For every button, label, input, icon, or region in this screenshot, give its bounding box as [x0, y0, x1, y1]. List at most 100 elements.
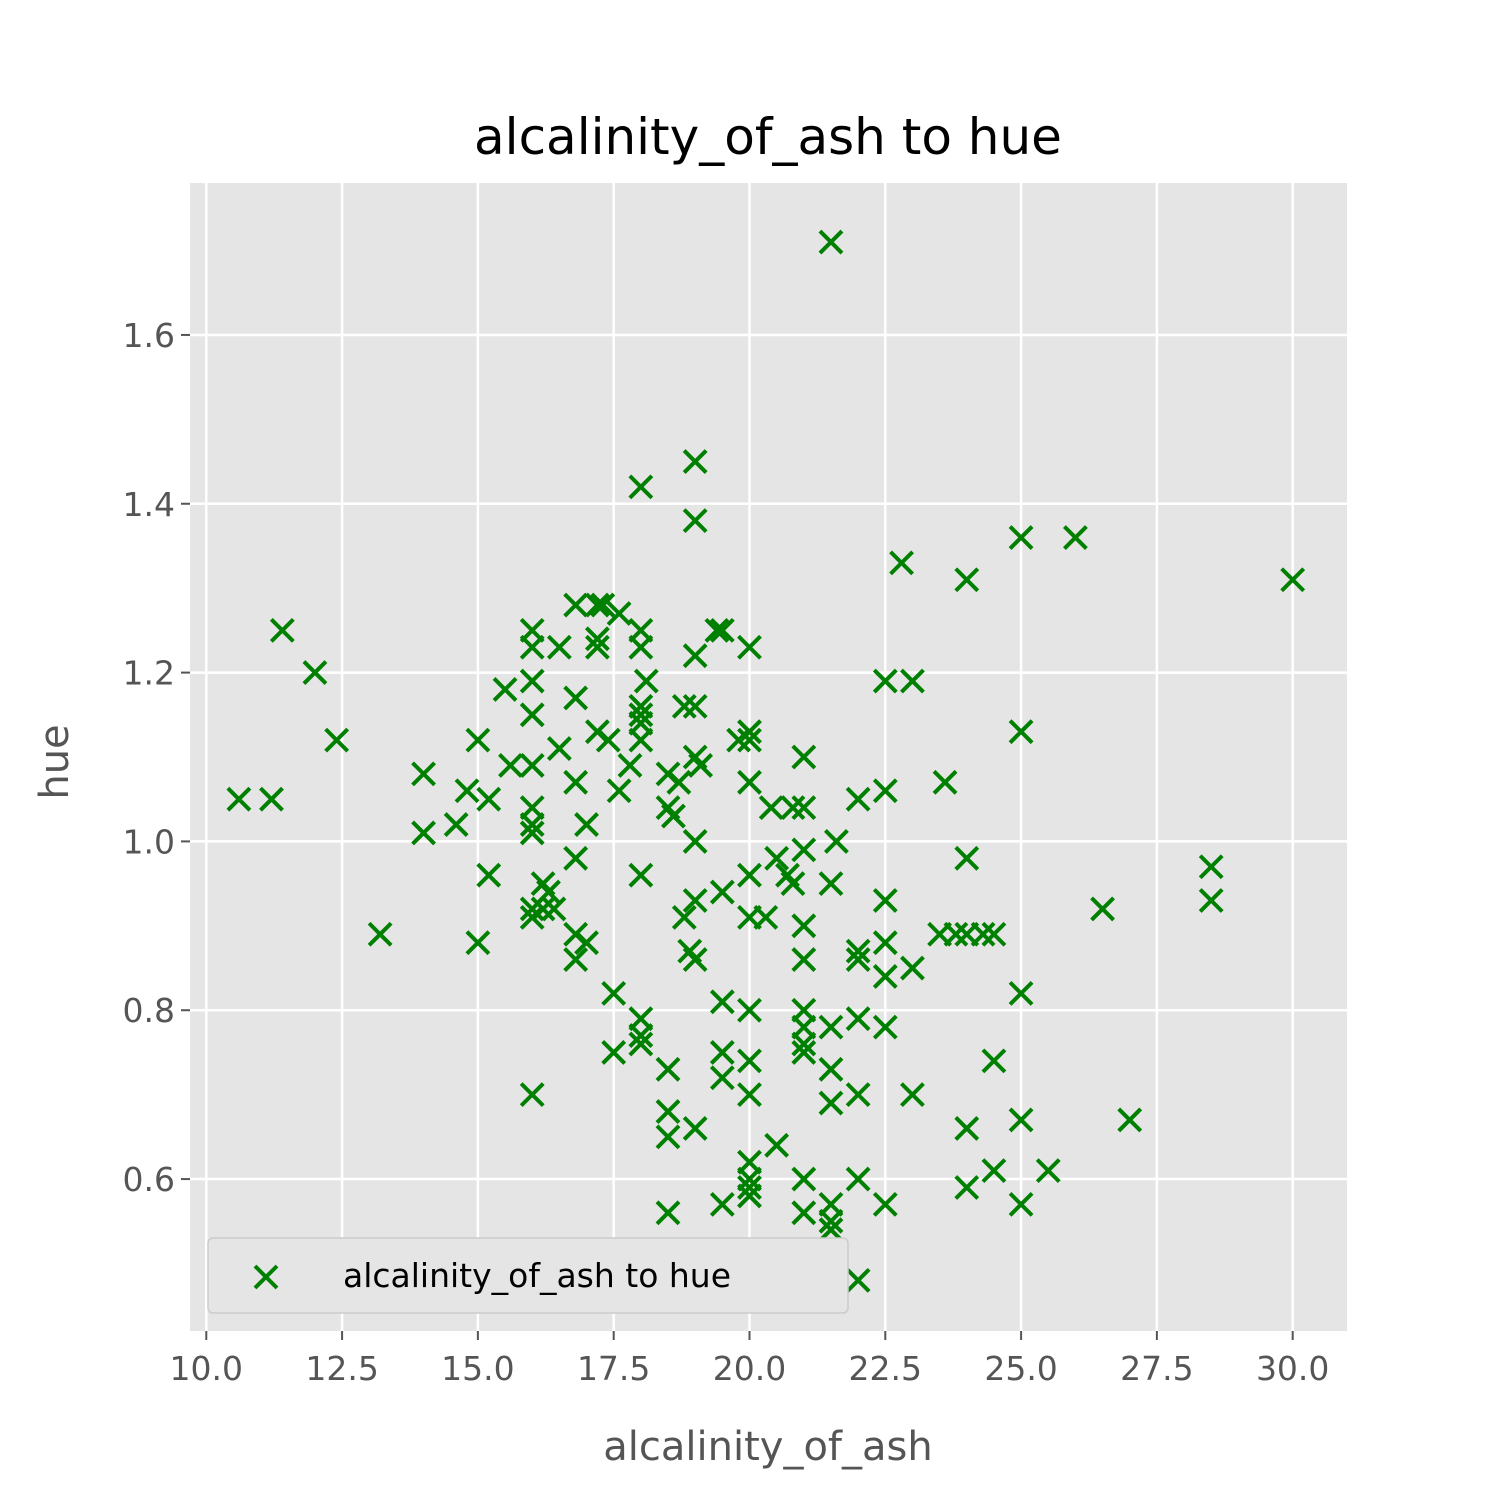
data-point: [818, 1056, 844, 1082]
data-point: [519, 1082, 545, 1108]
data-point: [954, 1175, 980, 1200]
data-point: [465, 930, 491, 956]
data-point: [932, 769, 958, 795]
data-point: [546, 634, 572, 660]
data-point: [872, 1191, 898, 1217]
data-point: [633, 668, 659, 694]
data-point: [519, 753, 545, 778]
data-point: [519, 812, 545, 837]
data-point: [574, 812, 599, 837]
data-point: [259, 786, 284, 812]
data-point: [954, 567, 980, 593]
data-point: [764, 845, 790, 871]
data-point: [606, 601, 632, 626]
data-point: [709, 879, 735, 905]
data-point: [606, 778, 632, 804]
legend-box: [207, 1237, 849, 1314]
data-point: [682, 1115, 708, 1141]
legend: alcalinity_of_ash to hue: [207, 1237, 849, 1314]
data-point: [682, 828, 708, 854]
data-point: [530, 896, 556, 922]
legend-label: alcalinity_of_ash to hue: [343, 1256, 731, 1295]
data-point: [584, 592, 610, 618]
data-point: [954, 845, 980, 871]
data-point: [872, 888, 898, 913]
data-point: [1008, 719, 1034, 745]
data-point: [682, 947, 708, 973]
data-point: [302, 660, 328, 686]
data-point: [981, 921, 1007, 947]
data-point: [367, 921, 393, 947]
data-point: [411, 820, 436, 846]
data-point: [1090, 896, 1115, 922]
data-point: [791, 837, 817, 863]
data-point: [981, 1048, 1007, 1074]
data-point: [628, 862, 654, 888]
data-point: [709, 617, 735, 643]
data-point: [541, 896, 567, 922]
data-point: [628, 702, 654, 728]
data-point: [845, 1082, 871, 1108]
data-point: [269, 617, 295, 643]
data-point: [655, 1200, 681, 1226]
data-point: [628, 474, 654, 500]
data-point: [688, 753, 714, 778]
data-point: [628, 1031, 654, 1057]
data-point: [671, 693, 697, 719]
data-point: [872, 930, 898, 956]
data-point: [791, 947, 817, 973]
data-point: [704, 617, 730, 643]
data-point: [791, 1040, 817, 1065]
data-point: [737, 719, 762, 745]
data-point: [818, 1090, 844, 1116]
y-tick-label: 1.0: [123, 822, 175, 861]
data-point: [845, 947, 871, 973]
data-point: [628, 634, 654, 660]
data-point: [584, 626, 610, 652]
data-point: [737, 769, 762, 795]
data-point: [1008, 1191, 1034, 1217]
data-point: [818, 1208, 844, 1234]
grid-lines: [190, 183, 1347, 1331]
data-points: [226, 229, 1306, 1293]
data-point: [900, 955, 925, 981]
data-point: [943, 921, 969, 947]
data-point: [671, 904, 697, 930]
data-point: [780, 871, 806, 897]
data-point: [563, 685, 589, 711]
data-point: [519, 702, 545, 728]
data-point: [519, 668, 545, 694]
data-point: [628, 1023, 654, 1048]
data-point: [709, 1065, 735, 1091]
data-point: [737, 634, 762, 660]
data-point: [970, 921, 996, 947]
data-point: [737, 1183, 762, 1209]
y-tick-label: 1.4: [123, 485, 175, 524]
data-point: [1008, 980, 1034, 1006]
data-point: [655, 1124, 681, 1150]
data-point: [1062, 525, 1088, 550]
data-point: [519, 820, 545, 846]
data-point: [737, 997, 762, 1023]
data-point: [476, 862, 502, 888]
data-point: [791, 795, 817, 821]
axis-ticks: 10.0 12.5 15.0 17.5 20.0 22.5 25.0 27.5 30.0 0.6 0…: [123, 316, 1330, 1388]
data-point: [563, 845, 589, 871]
data-point: [1280, 567, 1306, 593]
data-point: [709, 1191, 735, 1217]
data-point: [791, 744, 817, 770]
data-point: [601, 1040, 627, 1065]
data-point: [737, 1048, 762, 1074]
y-tick-label: 0.6: [123, 1160, 175, 1199]
data-point: [324, 727, 350, 753]
data-point: [682, 449, 708, 474]
data-point: [617, 753, 643, 778]
data-point: [845, 1006, 871, 1032]
data-point: [682, 693, 708, 719]
data-point: [823, 828, 849, 854]
data-point: [454, 778, 480, 804]
data-point: [519, 634, 545, 660]
x-tick-label: 15.0: [441, 1349, 514, 1388]
data-point: [682, 508, 708, 534]
